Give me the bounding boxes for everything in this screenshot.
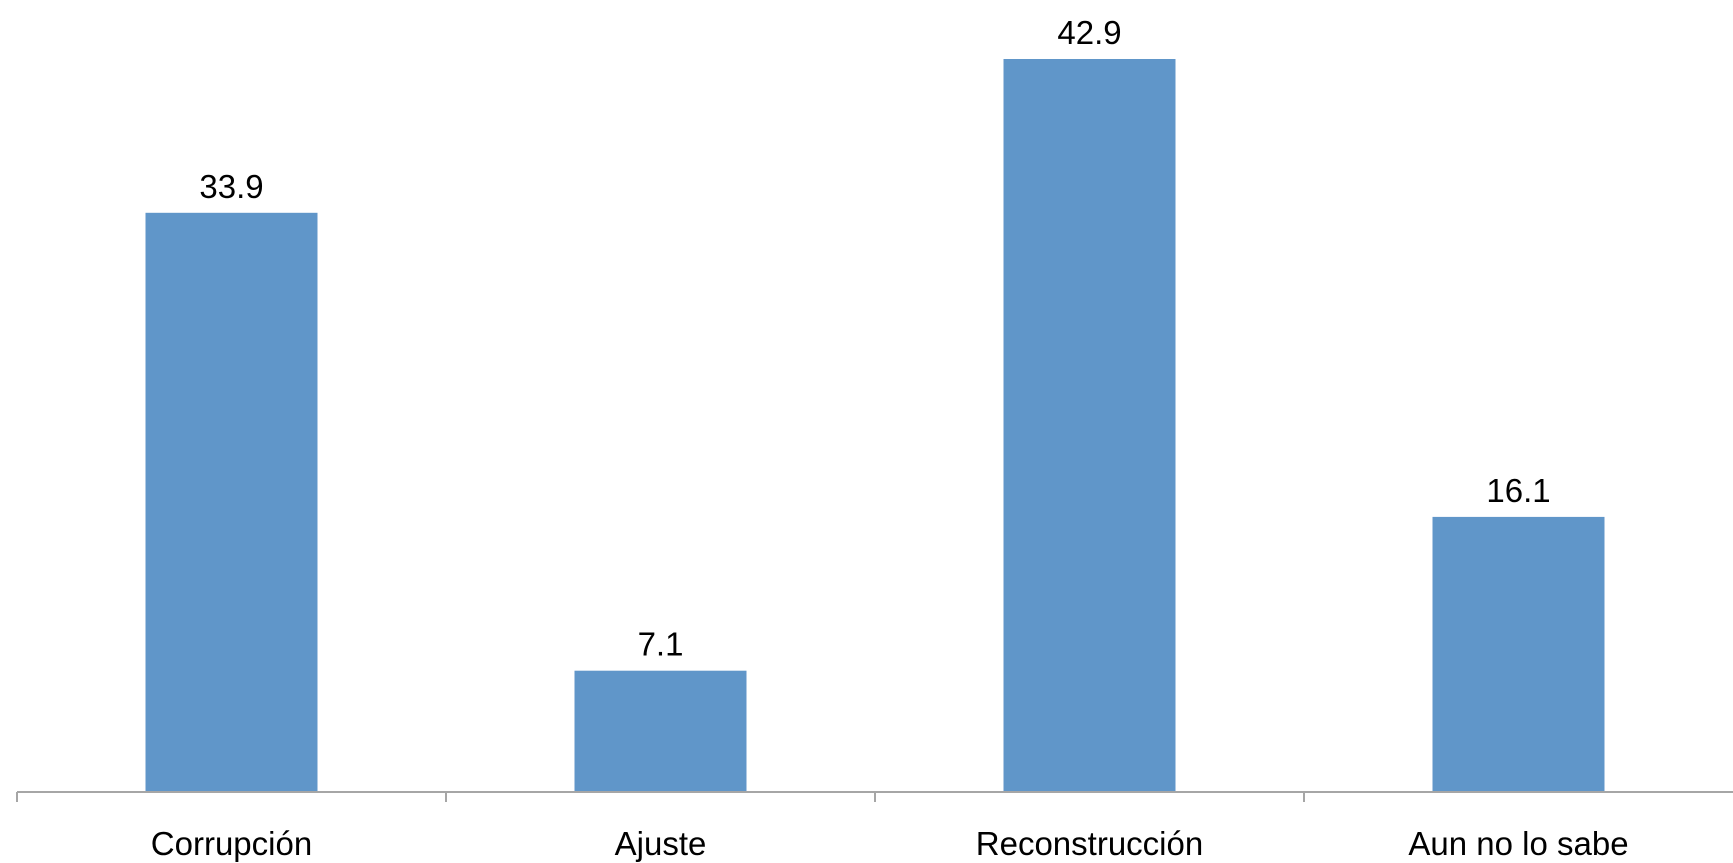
bars-group: [145, 59, 1605, 793]
bar-1: [574, 670, 747, 792]
category-label-3: Aun no lo sabe: [1408, 825, 1628, 862]
bar-2: [1003, 59, 1176, 792]
value-label-3: 16.1: [1486, 472, 1550, 509]
value-label-0: 33.9: [199, 168, 263, 205]
value-label-2: 42.9: [1057, 14, 1121, 51]
value-labels-group: 33.9 7.1 42.9 16.1: [199, 14, 1550, 663]
bar-0: [145, 212, 318, 793]
category-label-0: Corrupción: [151, 825, 312, 862]
bar-3: [1432, 516, 1605, 792]
value-label-1: 7.1: [638, 626, 684, 663]
category-label-1: Ajuste: [615, 825, 707, 862]
x-axis: [16, 791, 1733, 802]
category-labels-group: Corrupción Ajuste Reconstrucción Aun no lo …: [151, 825, 1629, 862]
category-label-2: Reconstrucción: [976, 825, 1203, 862]
